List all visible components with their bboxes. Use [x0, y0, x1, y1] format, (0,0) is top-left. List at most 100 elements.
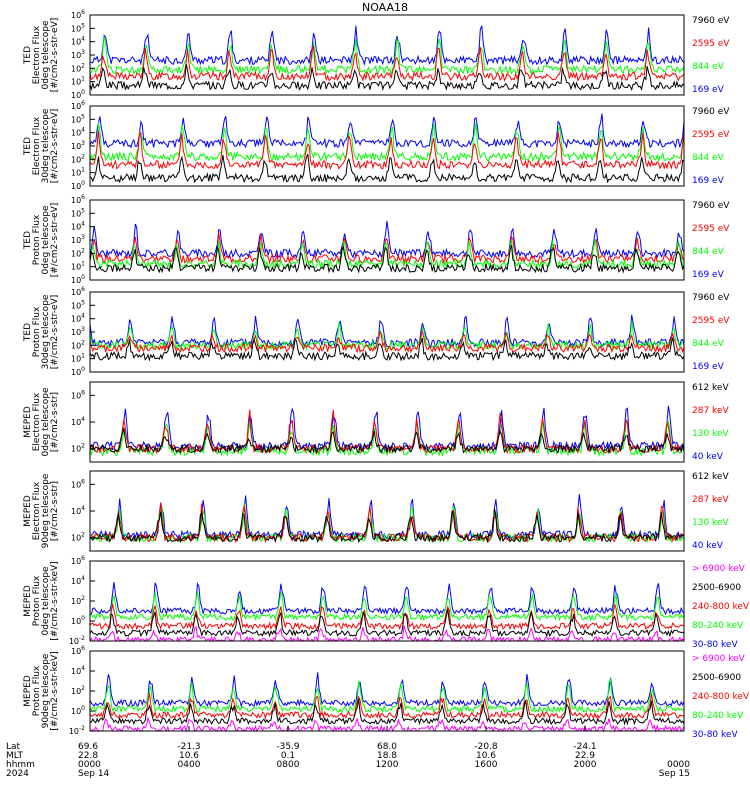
xaxis-hhmm: 0400: [178, 760, 201, 770]
panel-2-series-blue: [89, 113, 685, 149]
panel-8-legend-item: 80-240 keV: [692, 711, 744, 721]
xaxis-lat: -21.3: [177, 742, 200, 752]
panel-2-series-black: [89, 153, 685, 184]
panel-7-ylabel-line: [#/cm2-s-str-keV]: [50, 561, 60, 640]
panel-2-series-green: [89, 122, 685, 163]
panel-7-ytick-label: 104: [71, 575, 85, 586]
xaxis-mlt: 0.1: [281, 751, 295, 761]
panel-5-ylabel-line: MEPED: [23, 406, 33, 438]
panel-4-legend-item: 169 eV: [692, 362, 725, 372]
panel-1-legend-item: 2595 eV: [692, 39, 730, 49]
panel-4-ylabel-line: Proton Flux: [32, 306, 42, 357]
panel-4-ytick-label: 102: [71, 339, 85, 350]
panel-1-ytick-label: 103: [71, 49, 85, 60]
panel-3-ytick-label: 101: [71, 261, 85, 272]
panel-5-ylabel-line: [#/cm2-s-str]: [50, 392, 60, 452]
panel-8-legend-item: 2500-6900: [692, 673, 741, 683]
panel-6-ytick-label: 106: [71, 478, 85, 489]
panel-5-series-blue: [89, 405, 685, 452]
panel-8-legend-item: 240-800 keV: [692, 692, 750, 702]
xaxis-hhmm: 0000: [667, 760, 690, 770]
panel-3-ylabel-line: Proton Flux: [32, 214, 42, 265]
panel-3-ylabel-line: 0deg telescope: [41, 205, 51, 275]
panel-1-series-red: [89, 44, 685, 82]
xaxis-mlt: 10.6: [179, 751, 199, 761]
panel-5-ytick-label: 106: [71, 389, 85, 400]
panel-4-series-red: [89, 329, 685, 354]
panel-2-legend-item: 2595 eV: [692, 130, 730, 140]
panel-8-series-red: [89, 692, 685, 720]
xaxis-hhmm: 1600: [475, 760, 498, 770]
panel-4-ytick-label: 100: [71, 366, 85, 377]
panel-8-legend-item: 30-80 keV: [692, 730, 738, 740]
xaxis-lat: -24.1: [573, 742, 596, 752]
panel-4-ytick-label: 101: [71, 353, 85, 364]
panel-2-ylabel-line: Electron Flux: [32, 116, 42, 175]
panel-2-ytick-label: 103: [71, 140, 85, 151]
panel-2-ylabel-line: 30deg telescope: [41, 108, 51, 183]
panel-8-ytick-label: 10-2: [69, 725, 85, 736]
panel-5-ylabel-line: Electron Flux: [32, 392, 42, 451]
panel-2-ytick-label: 100: [71, 180, 85, 191]
xaxis-mlt: 22.9: [575, 751, 595, 761]
panel-2-legend-item: 169 eV: [692, 176, 725, 186]
panel-3-ylabel-line: [#/cm2-s-str-eV]: [50, 203, 60, 278]
panel-5-legend-item: 612 keV: [692, 383, 729, 393]
xaxis-row-label: MLT: [6, 751, 24, 761]
panel-3-ylabel-line: TED: [23, 231, 33, 250]
panel-4-legend-item: 7960 eV: [692, 293, 730, 303]
panel-5-series-black: [89, 428, 685, 455]
xaxis-mlt: 10.6: [476, 751, 496, 761]
panel-7-legend-item: 2500-6900: [692, 583, 741, 593]
panel-1-ytick-label: 102: [71, 62, 85, 73]
panel-8-ytick-label: 100: [71, 705, 85, 716]
xaxis-mlt: 18.8: [377, 751, 397, 761]
panel-4-ytick-label: 105: [71, 299, 85, 310]
panel-1-series-blue: [89, 25, 685, 67]
panel-3-legend-item: 169 eV: [692, 270, 725, 280]
panel-1-ytick-label: 104: [71, 36, 85, 47]
panel-5-legend-item: 130 keV: [692, 429, 729, 439]
panel-3-ytick-label: 100: [71, 274, 85, 285]
panel-2-ytick-label: 106: [71, 100, 85, 111]
panel-1-series-black: [89, 64, 685, 92]
xaxis-mlt: 22.8: [78, 751, 98, 761]
xaxis-hhmm: 1200: [376, 760, 399, 770]
panel-8-ylabel-line: MEPED: [23, 675, 33, 707]
panel-8-ylabel-line: Proton Flux: [32, 665, 42, 716]
panel-1-ytick-label: 100: [71, 89, 85, 100]
panel-6-ylabel-line: [#/cm2-s-str]: [50, 481, 60, 541]
panel-7-ylabel-line: Proton Flux: [32, 575, 42, 626]
panel-7-series-blue: [89, 581, 685, 616]
panel-4-series-blue: [89, 314, 685, 349]
panel-7-series-red: [89, 603, 685, 631]
panel-7-series-green: [89, 591, 685, 622]
panel-3-legend-item: 7960 eV: [692, 201, 730, 211]
panel-7-ytick-label: 100: [71, 615, 85, 626]
panel-2-series-red: [89, 130, 685, 170]
panel-6-legend-item: 130 keV: [692, 518, 729, 528]
panel-6-series-black: [89, 508, 685, 544]
panel-7-ylabel-line: 0deg telescope: [41, 566, 51, 636]
panel-4-ytick-label: 104: [71, 313, 85, 324]
chart-title: NOAA18: [362, 1, 408, 14]
panel-3-ytick-label: 105: [71, 207, 85, 218]
panel-2-ylabel-line: [#/cm2-s-str-eV]: [50, 109, 60, 184]
panel-7-ylabel-line: MEPED: [23, 585, 33, 617]
panel-4-series-black: [89, 337, 685, 362]
panel-8-series-green: [89, 677, 685, 714]
panel-1-ylabel-line: TED: [23, 46, 33, 65]
panel-2-ytick-label: 104: [71, 127, 85, 138]
panel-3-series-green: [89, 239, 685, 270]
panel-2-legend-item: 844 eV: [692, 153, 725, 163]
panel-5-ytick-label: 102: [71, 443, 85, 454]
panel-2-ytick-label: 101: [71, 167, 85, 178]
xaxis-lat: 69.6: [78, 742, 98, 752]
panel-7-legend-item: 80-240 keV: [692, 621, 744, 631]
panel-5-ytick-label: 104: [71, 416, 85, 427]
panel-1-ytick-label: 106: [71, 9, 85, 20]
panel-1-series-green: [89, 36, 685, 76]
panel-3-legend-item: 2595 eV: [692, 224, 730, 234]
panel-6-legend-item: 40 keV: [692, 541, 724, 551]
